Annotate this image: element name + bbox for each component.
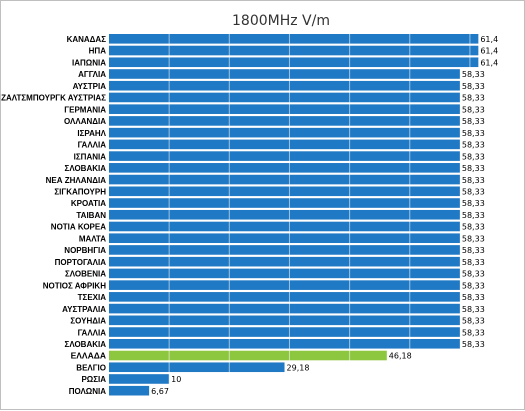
bar-24 <box>109 315 460 326</box>
bar-20 <box>109 268 460 279</box>
category-label: ΣΛΟΒΕΝΙΑ <box>65 270 106 279</box>
value-label: 58,33 <box>462 199 485 208</box>
category-label: ΚΡΟΑΤΙΑ <box>71 199 106 208</box>
value-label: 58,33 <box>462 164 485 173</box>
category-label: ΕΛΛΑΔΑ <box>71 351 106 361</box>
category-label: ΣΛΟΒΑΚΙΑ <box>65 340 107 349</box>
bar-2 <box>109 57 479 68</box>
bar-17 <box>109 233 460 244</box>
grid-layer <box>168 34 471 398</box>
category-label: ΜΑΛΤΑ <box>79 234 106 243</box>
bar-23 <box>109 303 460 314</box>
value-label: 58,33 <box>462 328 485 337</box>
category-label: ΣΙΓΚΑΠΟΥΡΗ <box>54 187 106 196</box>
category-label: ΙΣΡΑΗΛ <box>77 129 106 138</box>
value-label: 58,33 <box>462 117 485 126</box>
bar-30 <box>109 385 150 396</box>
bar-18 <box>109 245 460 255</box>
category-label: ΓΑΛΛΙΑ <box>78 328 107 337</box>
category-label: ΑΥΣΤΡΙΑ <box>73 82 107 91</box>
bar-22 <box>109 292 460 302</box>
value-label: 10 <box>171 375 181 384</box>
category-label: ΝΟΡΒΗΓΙΑ <box>64 246 106 255</box>
value-label: 58,33 <box>462 270 485 279</box>
bar-9 <box>109 139 460 150</box>
bar-27 <box>109 350 387 361</box>
category-label: ΙΣΠΑΝΙΑ <box>74 152 107 161</box>
value-label: 58,33 <box>462 129 485 138</box>
bar-13 <box>109 186 460 197</box>
bar-6 <box>109 104 460 114</box>
value-label: 58,33 <box>462 141 485 150</box>
value-label: 46,18 <box>389 352 412 361</box>
bar-7 <box>109 116 460 126</box>
value-label: 61,4 <box>480 35 498 44</box>
bar-4 <box>109 80 460 91</box>
category-label: ΠΟΛΩΝΙΑ <box>69 387 107 396</box>
value-label: 58,33 <box>462 211 485 220</box>
value-label: 58,33 <box>462 94 485 103</box>
category-label: ΙΑΠΩΝΙΑ <box>72 58 106 67</box>
category-label: ΟΛΛΑΝΔΙΑ <box>64 117 106 126</box>
category-label: ΑΓΓΛΙΑ <box>78 70 106 79</box>
category-label: ΤΣΕΧΙΑ <box>78 293 107 302</box>
category-label: ΗΠΑ <box>89 47 107 56</box>
bar-21 <box>109 280 460 290</box>
value-label: 58,33 <box>462 223 485 232</box>
labels-layer: ΚΑΝΑΔΑΣ 61,4 ΗΠΑ 61,4 ΙΑΠΩΝΙΑ 61,4 ΑΓΓΛΙΑ 58,33… <box>1 35 498 396</box>
category-label: ΒΕΛΓΙΟ <box>76 363 106 372</box>
category-label: ΝΟΤΙΑ ΚΟΡΕΑ <box>51 223 106 232</box>
bar-10 <box>109 151 460 161</box>
value-label: 58,33 <box>462 340 485 349</box>
bar-11 <box>109 163 460 173</box>
value-label: 58,33 <box>462 305 485 314</box>
bar-5 <box>109 92 460 103</box>
category-label: ΑΥΣΤΡΑΛΙΑ <box>62 305 106 314</box>
bar-0 <box>109 34 479 44</box>
value-label: 58,33 <box>462 234 485 243</box>
bar-12 <box>109 174 460 185</box>
bar-19 <box>109 256 460 267</box>
bar-8 <box>109 127 460 138</box>
bar-1 <box>109 45 479 56</box>
bar-26 <box>109 338 460 349</box>
value-label: 29,18 <box>287 363 310 372</box>
value-label: 58,33 <box>462 152 485 161</box>
value-label: 6,67 <box>151 387 169 396</box>
category-label: ΚΑΝΑΔΑΣ <box>67 35 107 44</box>
bar-14 <box>109 198 460 208</box>
category-label: ΤΑΙΒΑΝ <box>76 211 106 220</box>
value-label: 58,33 <box>462 70 485 79</box>
category-label: ΣΟΥΗΔΙΑ <box>70 317 106 326</box>
value-label: 58,33 <box>462 105 485 114</box>
category-label: ΝΕΑ ΖΗΛΑΝΔΙΑ <box>46 176 107 185</box>
category-label: ΠΟΡΤΟΓΑΛΙΑ <box>55 258 107 267</box>
value-label: 58,33 <box>462 293 485 302</box>
bar-28 <box>109 362 285 373</box>
value-label: 58,33 <box>462 258 485 267</box>
bars-layer <box>109 34 479 396</box>
chart-title: 1800MHz V/m <box>232 13 330 29</box>
value-label: 58,33 <box>462 187 485 196</box>
bar-3 <box>109 69 460 79</box>
bar-16 <box>109 221 460 232</box>
value-label: 61,4 <box>480 47 498 56</box>
value-label: 58,33 <box>462 246 485 255</box>
value-label: 58,33 <box>462 281 485 290</box>
category-label: ΓΑΛΛΙΑ <box>78 141 107 150</box>
category-label: ΡΩΣΙΑ <box>81 375 106 384</box>
value-label: 61,4 <box>480 58 498 67</box>
bar-29 <box>109 374 170 384</box>
category-label: ΝΟΤΙΟΣ ΑΦΡΙΚΗ <box>43 281 107 290</box>
bar-25 <box>109 327 460 337</box>
value-label: 58,33 <box>462 176 485 185</box>
category-label: ΓΕΡΜΑΝΙΑ <box>64 105 106 114</box>
value-label: 58,33 <box>462 82 485 91</box>
category-label: ΣΛΟΒΑΚΙΑ <box>65 164 107 173</box>
value-label: 58,33 <box>462 317 485 326</box>
category-label: ΖΑΛΤΣΜΠΟΥΡΓΚ ΑΥΣΤΡΙΑΣ <box>1 94 106 103</box>
bar-15 <box>109 209 460 220</box>
